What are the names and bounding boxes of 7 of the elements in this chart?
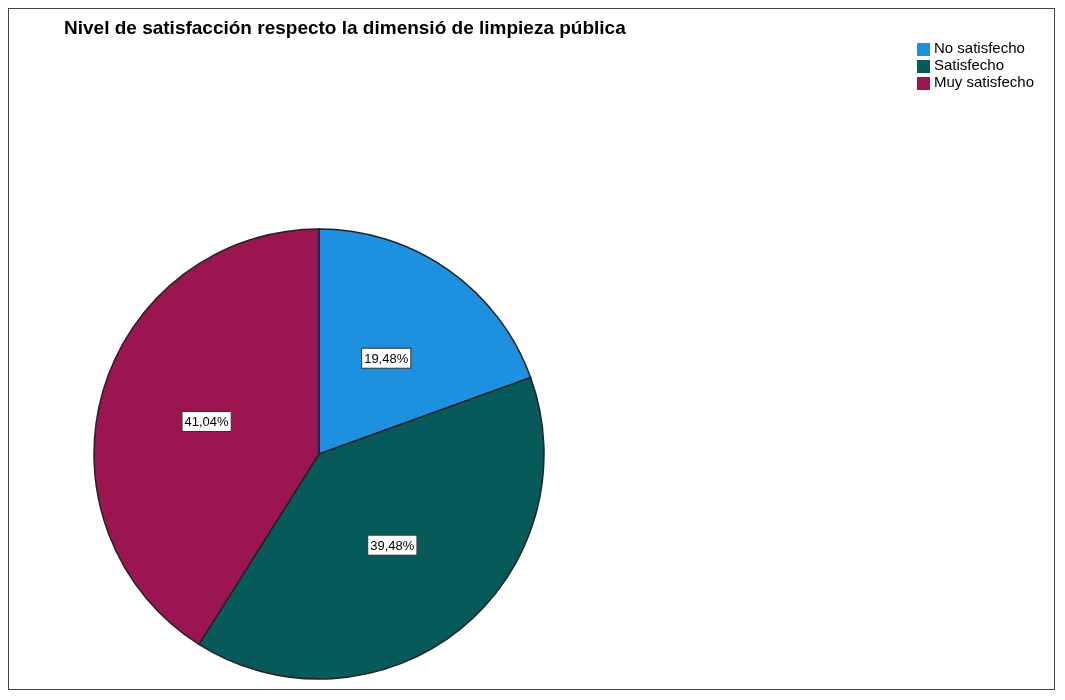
chart-title: Nivel de satisfacción respecto la dimensió de limpieza pública [64, 17, 626, 39]
data-label: 41,04% [184, 414, 230, 429]
data-label: 19,48% [364, 350, 409, 366]
data-label: 39,48% [370, 537, 415, 553]
legend-label: No satisfecho [933, 39, 1025, 56]
legend-label: Muy satisfecho [933, 73, 1034, 90]
legend-label: Satisfecho [933, 56, 1004, 73]
